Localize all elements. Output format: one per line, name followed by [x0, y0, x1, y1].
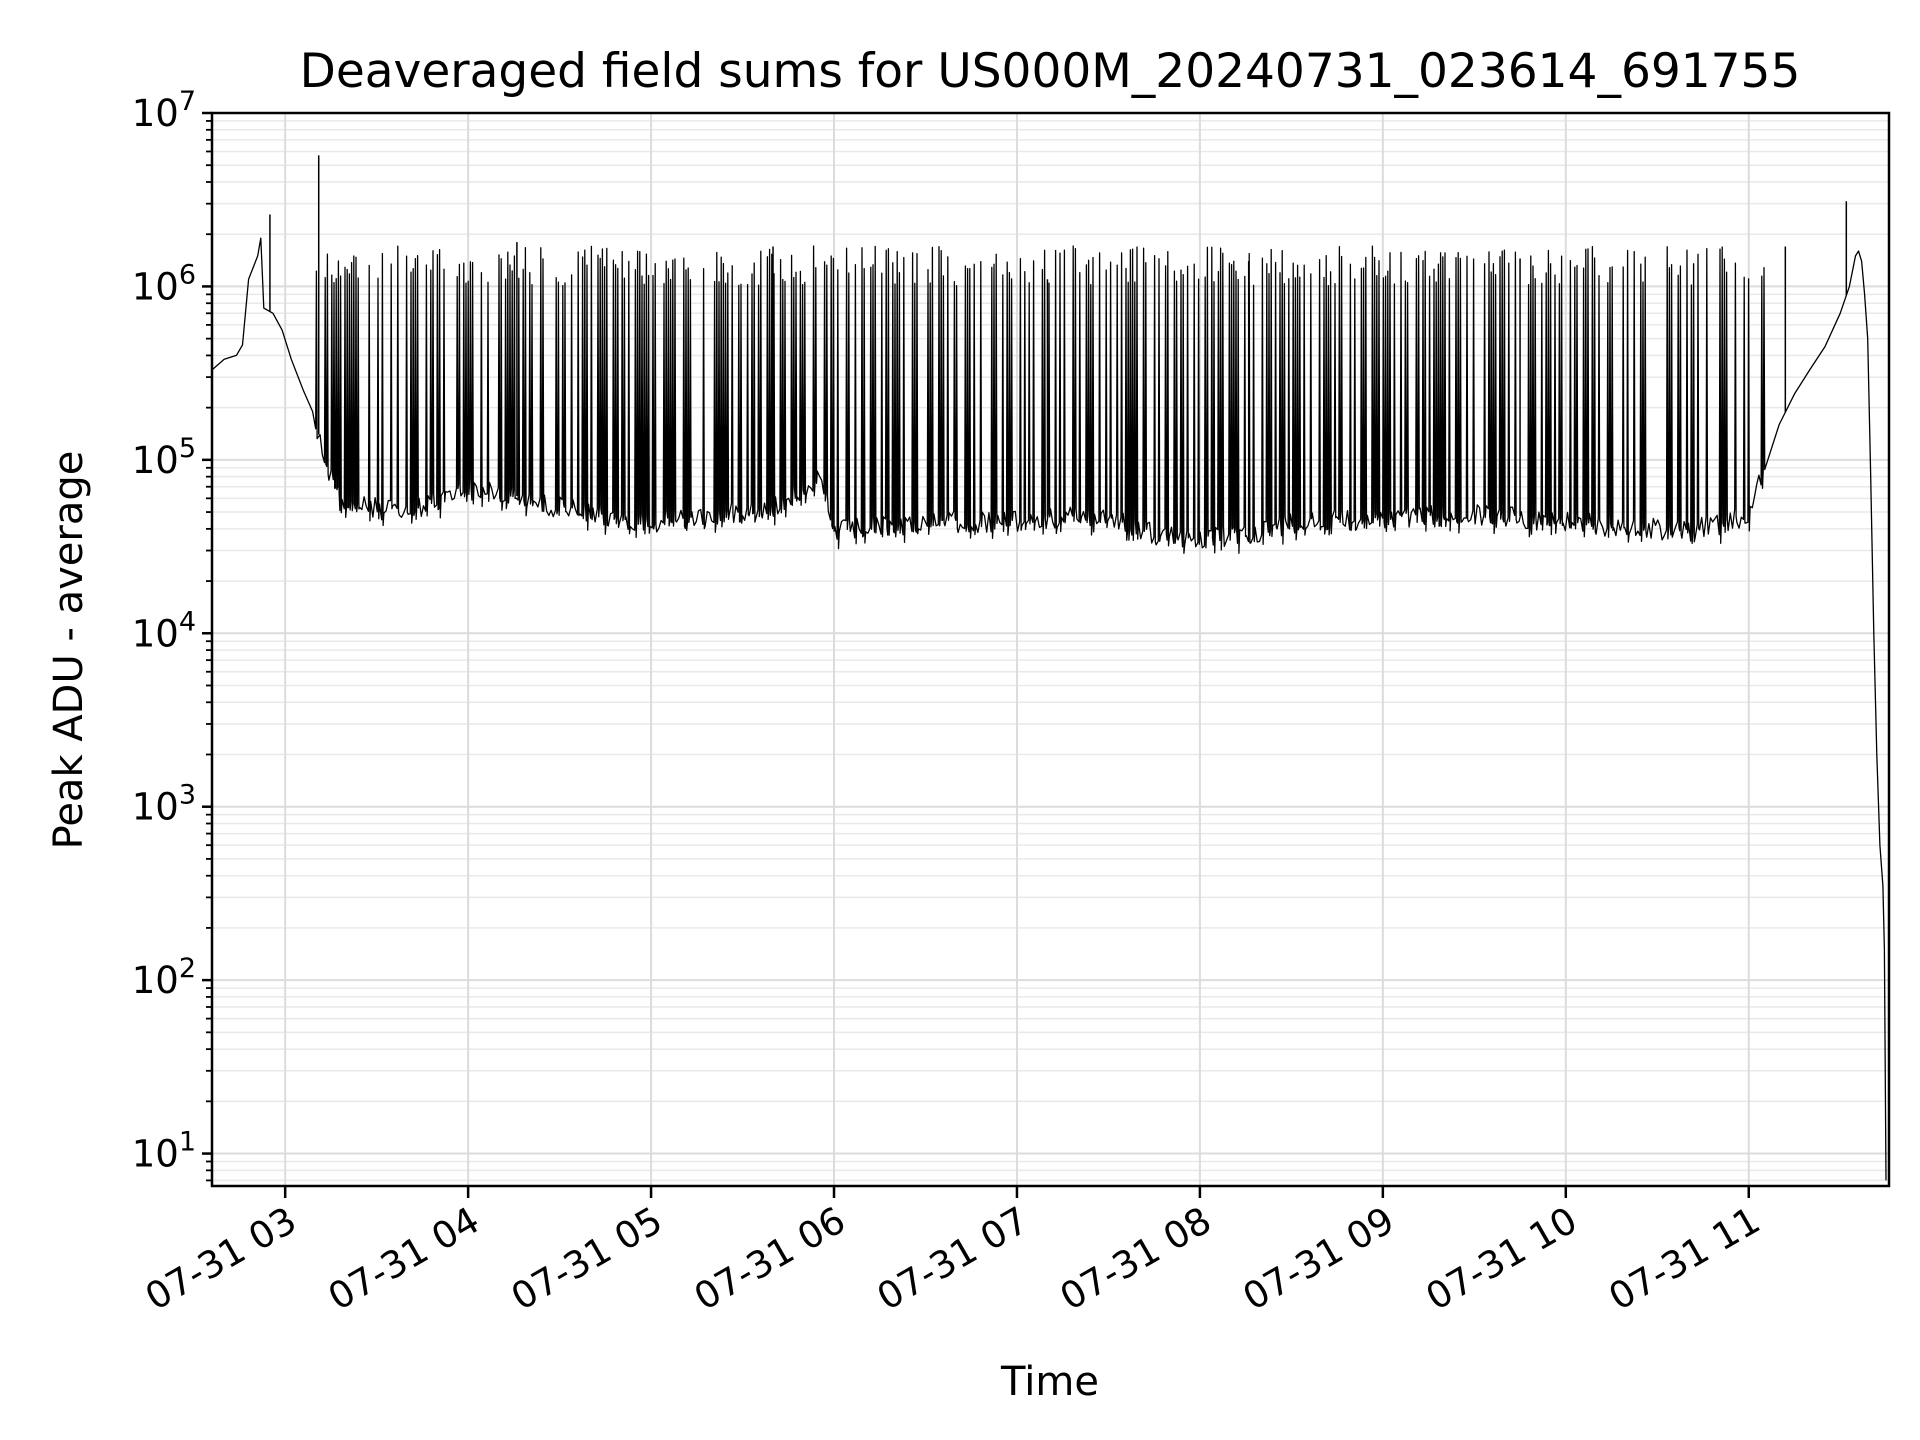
- x-tick-label: 07-31 04: [321, 1199, 487, 1319]
- chart-title: Deaveraged field sums for US000M_2024073…: [300, 44, 1801, 99]
- x-tick-label: 07-31 11: [1602, 1199, 1768, 1319]
- y-axis-label: Peak ADU - average: [46, 451, 92, 850]
- x-tick-label: 07-31 10: [1419, 1199, 1585, 1319]
- y-tick-label: 103: [132, 780, 196, 829]
- x-tick-label: 07-31 08: [1053, 1199, 1219, 1319]
- x-tick-label: 07-31 06: [687, 1199, 853, 1319]
- y-tick-label: 107: [132, 86, 196, 135]
- x-tick-label: 07-31 09: [1236, 1199, 1402, 1319]
- y-tick-label: 101: [132, 1127, 196, 1176]
- y-tick-label: 104: [132, 606, 196, 655]
- y-tick-label: 102: [132, 953, 196, 1002]
- series-layer: [211, 155, 1887, 1181]
- series-line: [211, 237, 1887, 1181]
- y-tick-label: 106: [132, 259, 196, 308]
- x-tick-label: 07-31 07: [870, 1199, 1036, 1319]
- x-tick-label: 07-31 03: [138, 1199, 304, 1319]
- x-tick-label: 07-31 05: [504, 1199, 670, 1319]
- y-tick-label: 105: [132, 433, 196, 482]
- x-axis-label: Time: [1000, 1359, 1099, 1405]
